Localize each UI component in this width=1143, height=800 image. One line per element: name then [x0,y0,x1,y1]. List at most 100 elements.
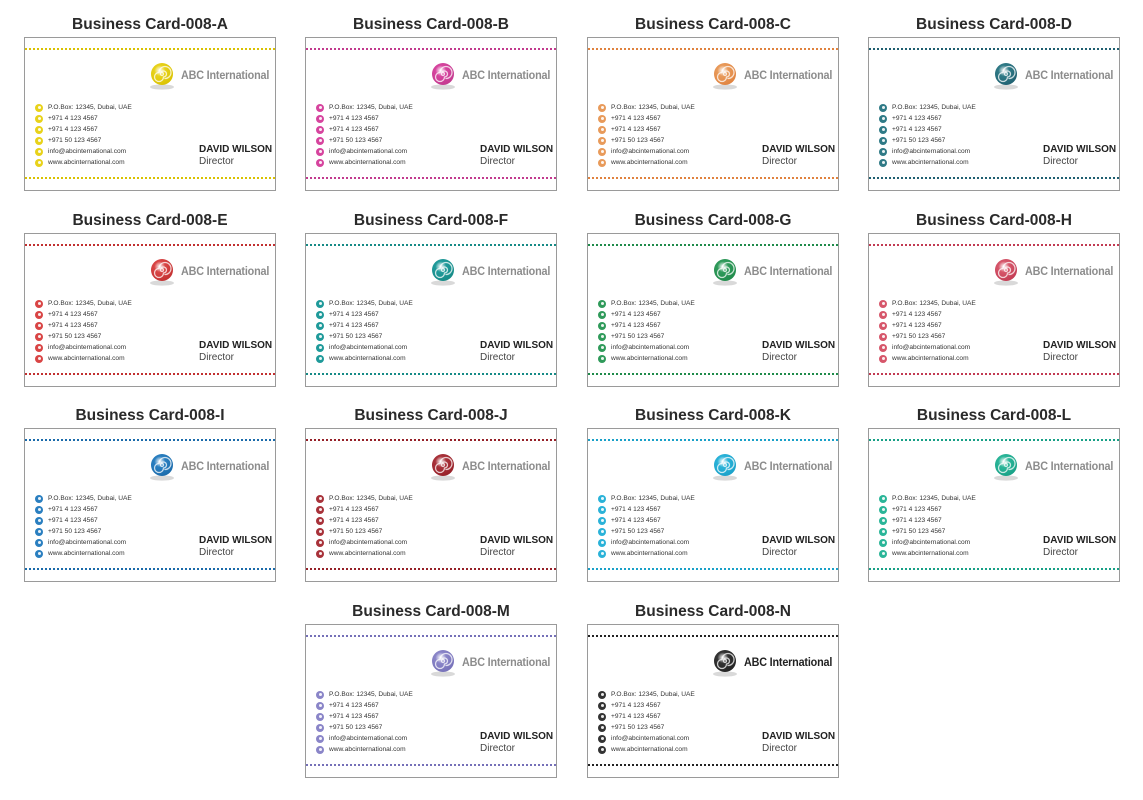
company-name: ABC International [744,68,833,82]
contact-row: +971 4 123 4567 [316,711,446,722]
contact-text: P.O.Box: 12345, Dubai, UAE [329,691,413,698]
contact-row: www.abcinternational.com [598,744,728,755]
contact-text: +971 4 123 4567 [329,517,379,524]
contact-row: P.O.Box: 12345, Dubai, UAE [879,298,1009,309]
top-dotted-rule [306,48,556,50]
contact-text: www.abcinternational.com [329,355,406,362]
contact-text: info@abcinternational.com [892,539,971,546]
person-block: DAVID WILSON Director [480,535,553,559]
contact-text: +971 50 123 4567 [611,528,665,535]
card-title: Business Card-008-G [634,212,792,229]
business-card: ABC International P.O.Box: 12345, Dubai,… [24,428,276,582]
contact-text: info@abcinternational.com [329,539,408,546]
bottom-dotted-rule [869,373,1119,375]
swirl-logo-icon [431,454,455,481]
company-name: ABC International [462,264,551,278]
contact-text: info@abcinternational.com [48,344,127,351]
contact-text: +971 50 123 4567 [611,137,665,144]
fax-icon [879,125,887,134]
person-block: DAVID WILSON Director [762,144,835,168]
mobile-icon [35,527,43,536]
contact-list: P.O.Box: 12345, Dubai, UAE +971 4 123 45… [316,102,446,168]
contact-row: +971 50 123 4567 [598,526,728,537]
contact-text: +971 4 123 4567 [611,702,661,709]
top-dotted-rule [588,439,838,441]
person-name: DAVID WILSON [480,731,554,742]
email-icon [598,147,606,156]
fax-icon [879,516,887,525]
person-name: DAVID WILSON [762,731,836,742]
phone-icon [879,505,887,514]
email-icon [879,343,887,352]
fax-icon [316,321,324,330]
contact-list: P.O.Box: 12345, Dubai, UAE +971 4 123 45… [879,298,1009,364]
contact-text: +971 4 123 4567 [48,506,98,513]
contact-row: www.abcinternational.com [879,548,1009,559]
contact-row: +971 4 123 4567 [879,309,1009,320]
contact-row: +971 4 123 4567 [316,515,446,526]
contact-row: info@abcinternational.com [879,146,1009,157]
person-block: DAVID WILSON Director [480,340,553,364]
contact-row: +971 4 123 4567 [598,711,728,722]
phone-icon [316,114,324,123]
contact-row: +971 4 123 4567 [598,113,728,124]
contact-text: P.O.Box: 12345, Dubai, UAE [892,495,976,502]
contact-row: +971 4 123 4567 [879,504,1009,515]
email-icon [879,147,887,156]
person-block: DAVID WILSON Director [762,731,835,755]
contact-text: info@abcinternational.com [611,539,690,546]
swirl-logo-icon [713,63,737,90]
person-role: Director [199,156,235,167]
company-name: ABC International [744,459,833,473]
company-logo: ABC International [991,257,1116,287]
top-dotted-rule [869,244,1119,246]
person-role: Director [1043,156,1079,167]
contact-text: P.O.Box: 12345, Dubai, UAE [329,300,413,307]
person-block: DAVID WILSON Director [1043,340,1116,364]
business-card: ABC International P.O.Box: 12345, Dubai,… [24,233,276,387]
contact-text: +971 4 123 4567 [611,311,661,318]
business-card: ABC International P.O.Box: 12345, Dubai,… [587,233,839,387]
contact-row: www.abcinternational.com [598,157,728,168]
top-dotted-rule [306,244,556,246]
contact-text: +971 4 123 4567 [611,506,661,513]
card-title: Business Card-008-C [635,16,791,33]
contact-text: +971 4 123 4567 [329,126,379,133]
contact-list: P.O.Box: 12345, Dubai, UAE +971 4 123 45… [316,298,446,364]
mobile-icon [316,527,324,536]
contact-text: +971 50 123 4567 [892,137,946,144]
mobile-icon [316,332,324,341]
location-icon [316,103,324,112]
phone-icon [598,114,606,123]
contact-row: info@abcinternational.com [316,733,446,744]
contact-text: www.abcinternational.com [611,159,688,166]
contact-text: +971 4 123 4567 [611,713,661,720]
phone-icon [35,114,43,123]
person-role: Director [199,547,235,558]
contact-row: +971 50 123 4567 [35,526,165,537]
contact-text: info@abcinternational.com [611,148,690,155]
card-title: Business Card-008-A [72,16,228,33]
business-card: ABC International P.O.Box: 12345, Dubai,… [305,624,557,778]
person-name: DAVID WILSON [480,340,554,351]
web-icon [35,158,43,167]
person-block: DAVID WILSON Director [762,340,835,364]
contact-row: www.abcinternational.com [879,353,1009,364]
person-role: Director [762,156,798,167]
fax-icon [316,712,324,721]
company-logo: ABC International [710,257,835,287]
person-role: Director [480,547,516,558]
contact-text: www.abcinternational.com [892,550,969,557]
person-role: Director [1043,547,1079,558]
card-title: Business Card-008-N [635,603,791,620]
contact-row: P.O.Box: 12345, Dubai, UAE [598,298,728,309]
person-name: DAVID WILSON [480,535,554,546]
email-icon [35,538,43,547]
contact-text: www.abcinternational.com [329,159,406,166]
contact-text: +971 4 123 4567 [329,322,379,329]
contact-list: P.O.Box: 12345, Dubai, UAE +971 4 123 45… [598,102,728,168]
contact-text: www.abcinternational.com [892,159,969,166]
swirl-logo-icon [150,454,174,481]
contact-row: +971 4 123 4567 [35,320,165,331]
contact-text: www.abcinternational.com [329,550,406,557]
